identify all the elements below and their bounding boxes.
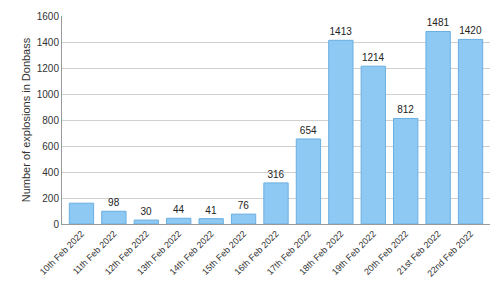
svg-text:1200: 1200 <box>37 63 60 74</box>
svg-text:1420: 1420 <box>459 25 482 36</box>
svg-text:654: 654 <box>300 125 317 136</box>
svg-text:76: 76 <box>238 200 250 211</box>
svg-text:98: 98 <box>108 197 120 208</box>
svg-text:15th Feb 2022: 15th Feb 2022 <box>200 229 248 277</box>
svg-text:316: 316 <box>267 169 284 180</box>
svg-text:812: 812 <box>397 104 414 115</box>
svg-text:21st Feb 2022: 21st Feb 2022 <box>395 229 443 277</box>
svg-text:400: 400 <box>42 167 59 178</box>
svg-text:13th Feb 2022: 13th Feb 2022 <box>135 229 183 277</box>
svg-text:1214: 1214 <box>362 52 385 63</box>
svg-text:1400: 1400 <box>37 37 60 48</box>
svg-text:44: 44 <box>173 204 185 215</box>
svg-text:19th Feb 2022: 19th Feb 2022 <box>330 229 378 277</box>
svg-text:30: 30 <box>141 206 153 217</box>
svg-text:Number of explosions in Donbas: Number of explosions in Donbass <box>20 37 32 202</box>
svg-text:200: 200 <box>42 193 59 204</box>
svg-text:1000: 1000 <box>37 89 60 100</box>
svg-text:600: 600 <box>42 141 59 152</box>
svg-text:17th Feb 2022: 17th Feb 2022 <box>265 229 313 277</box>
svg-text:14th Feb 2022: 14th Feb 2022 <box>168 229 216 277</box>
svg-text:11th Feb 2022: 11th Feb 2022 <box>71 229 119 277</box>
svg-text:41: 41 <box>205 205 217 216</box>
svg-text:0: 0 <box>53 219 59 230</box>
svg-text:18th Feb 2022: 18th Feb 2022 <box>297 229 345 277</box>
svg-text:16th Feb 2022: 16th Feb 2022 <box>232 229 280 277</box>
svg-text:1413: 1413 <box>330 26 353 37</box>
svg-text:1481: 1481 <box>427 17 450 28</box>
svg-text:20th Feb 2022: 20th Feb 2022 <box>362 229 410 277</box>
svg-text:10th Feb 2022: 10th Feb 2022 <box>38 229 86 277</box>
svg-text:22nd Feb 2022: 22nd Feb 2022 <box>425 229 475 279</box>
svg-text:1600: 1600 <box>37 11 60 22</box>
svg-text:800: 800 <box>42 115 59 126</box>
svg-text:12th Feb 2022: 12th Feb 2022 <box>103 229 151 277</box>
